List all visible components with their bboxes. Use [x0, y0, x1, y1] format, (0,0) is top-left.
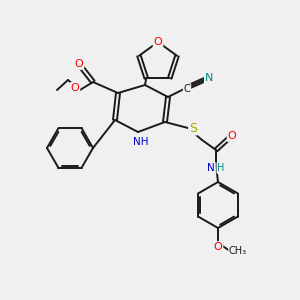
Text: S: S	[189, 122, 197, 134]
Text: H: H	[217, 163, 225, 173]
Text: O: O	[228, 131, 236, 141]
Text: NH: NH	[133, 137, 149, 147]
Text: O: O	[214, 242, 222, 252]
Text: CH₃: CH₃	[229, 246, 247, 256]
Text: N: N	[207, 163, 215, 173]
Text: C: C	[184, 84, 190, 94]
Text: O: O	[70, 83, 80, 93]
Text: O: O	[154, 37, 162, 47]
Text: N: N	[205, 73, 213, 83]
Text: O: O	[75, 59, 83, 69]
